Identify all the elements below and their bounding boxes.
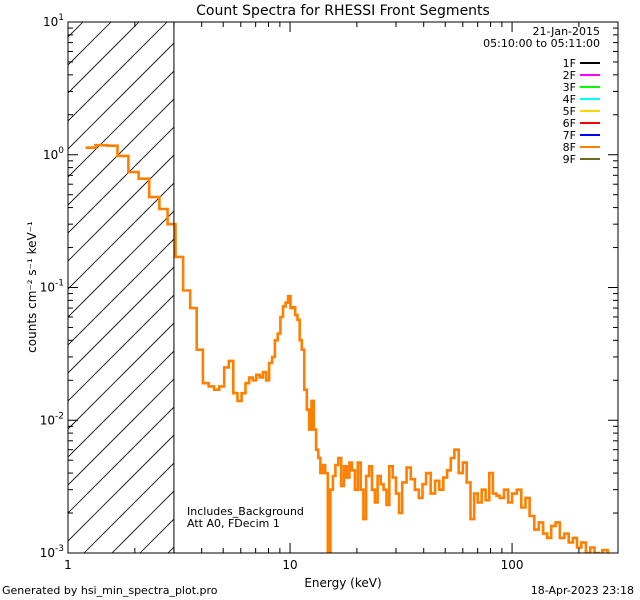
hatch-line	[68, 98, 174, 206]
hatch-line	[68, 266, 174, 374]
hatch-line	[68, 294, 174, 402]
hatch-line	[68, 406, 174, 514]
legend-time-range: 05:10:00 to 05:11:00	[483, 37, 600, 50]
series-line-8F	[85, 143, 610, 553]
hatch-line	[68, 154, 174, 262]
legend-label-1F: 1F	[563, 57, 576, 70]
hatch-line	[68, 22, 84, 38]
hatch-line	[68, 22, 112, 66]
hatch-line	[68, 434, 174, 542]
x-tick-label: 100	[501, 558, 524, 572]
hatch-line	[68, 238, 174, 346]
hatch-line	[68, 22, 140, 94]
hatch-line	[68, 42, 174, 150]
hatch-line	[68, 350, 174, 458]
annotation-background: Includes_Background	[187, 505, 304, 518]
y-tick-label: 10-2	[40, 411, 64, 427]
legend-date: 21-Jan-2015	[533, 25, 601, 38]
hatch-line	[68, 378, 174, 486]
hatch-line	[224, 0, 640, 553]
footer-generated-by: Generated by hsi_min_spectra_plot.pro	[2, 584, 218, 597]
hatch-line	[68, 210, 174, 318]
y-tick-label: 10-3	[40, 544, 64, 560]
y-axis-label: counts cm⁻² s⁻¹ keV⁻¹	[25, 221, 39, 353]
hatch-line	[0, 0, 124, 553]
legend-label-4F: 4F	[563, 93, 576, 106]
hatch-line	[532, 0, 640, 553]
hatch-line	[0, 0, 12, 553]
y-tick-label: 101	[43, 13, 64, 29]
hatch-line	[68, 22, 168, 122]
chart-title: Count Spectra for RHESSI Front Segments	[196, 3, 490, 19]
legend-label-8F: 8F	[563, 141, 576, 154]
legend-label-3F: 3F	[563, 81, 576, 94]
legend-label-6F: 6F	[563, 117, 576, 130]
legend-label-9F: 9F	[563, 153, 576, 166]
hatch-line	[420, 0, 640, 553]
series-group	[85, 143, 610, 553]
axes-group: 1 10 100 10-3 10-2 10-1 100 101	[40, 13, 619, 572]
hatch-line	[392, 0, 640, 553]
footer-timestamp: 18-Apr-2023 23:18	[531, 584, 634, 597]
annotation-attenuator: Att A0, FDecim 1	[187, 517, 280, 530]
legend-label-2F: 2F	[563, 69, 576, 82]
x-tick-label: 1	[64, 558, 72, 572]
hatch-line	[68, 182, 174, 290]
legend-label-7F: 7F	[563, 129, 576, 142]
y-tick-label: 10-1	[40, 279, 64, 295]
legend-label-5F: 5F	[563, 105, 576, 118]
y-tick-label: 100	[43, 146, 64, 162]
hatch-line	[111, 490, 174, 553]
hatch-line	[0, 0, 96, 553]
x-axis-label: Energy (keV)	[304, 576, 381, 590]
hatched-region	[0, 0, 640, 553]
hatch-line	[68, 70, 174, 178]
hatch-line	[448, 0, 640, 553]
x-tick-label: 10	[282, 558, 297, 572]
hatch-line	[336, 0, 640, 553]
hatch-line	[476, 0, 640, 553]
